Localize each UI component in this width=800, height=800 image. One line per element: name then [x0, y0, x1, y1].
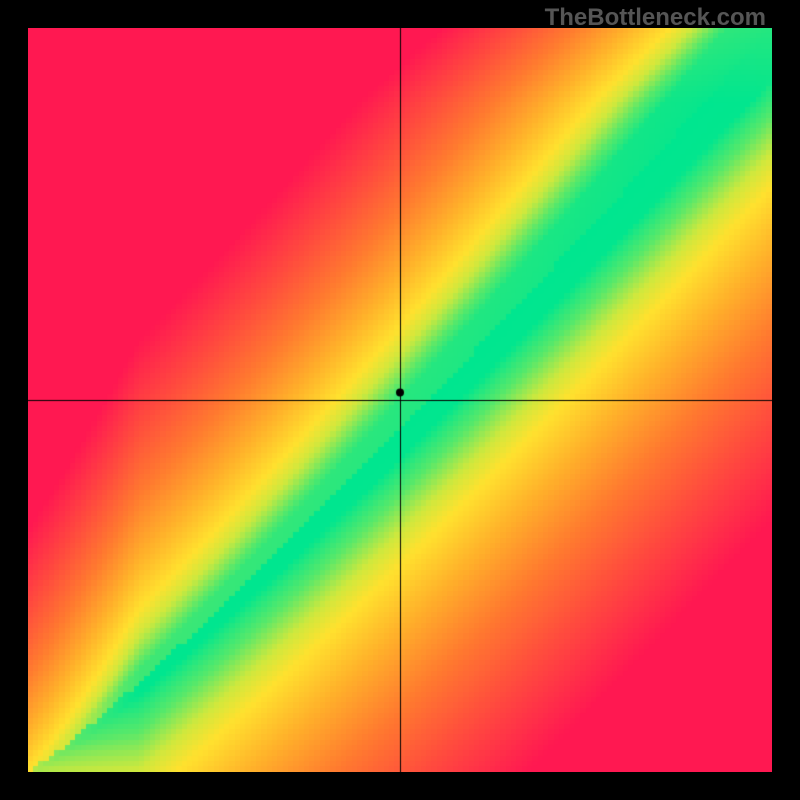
frame-bottom: [0, 772, 800, 800]
watermark-text: TheBottleneck.com: [545, 4, 766, 32]
frame-right: [772, 0, 800, 800]
frame-left: [0, 0, 28, 800]
bottleneck-heatmap: [28, 28, 772, 772]
